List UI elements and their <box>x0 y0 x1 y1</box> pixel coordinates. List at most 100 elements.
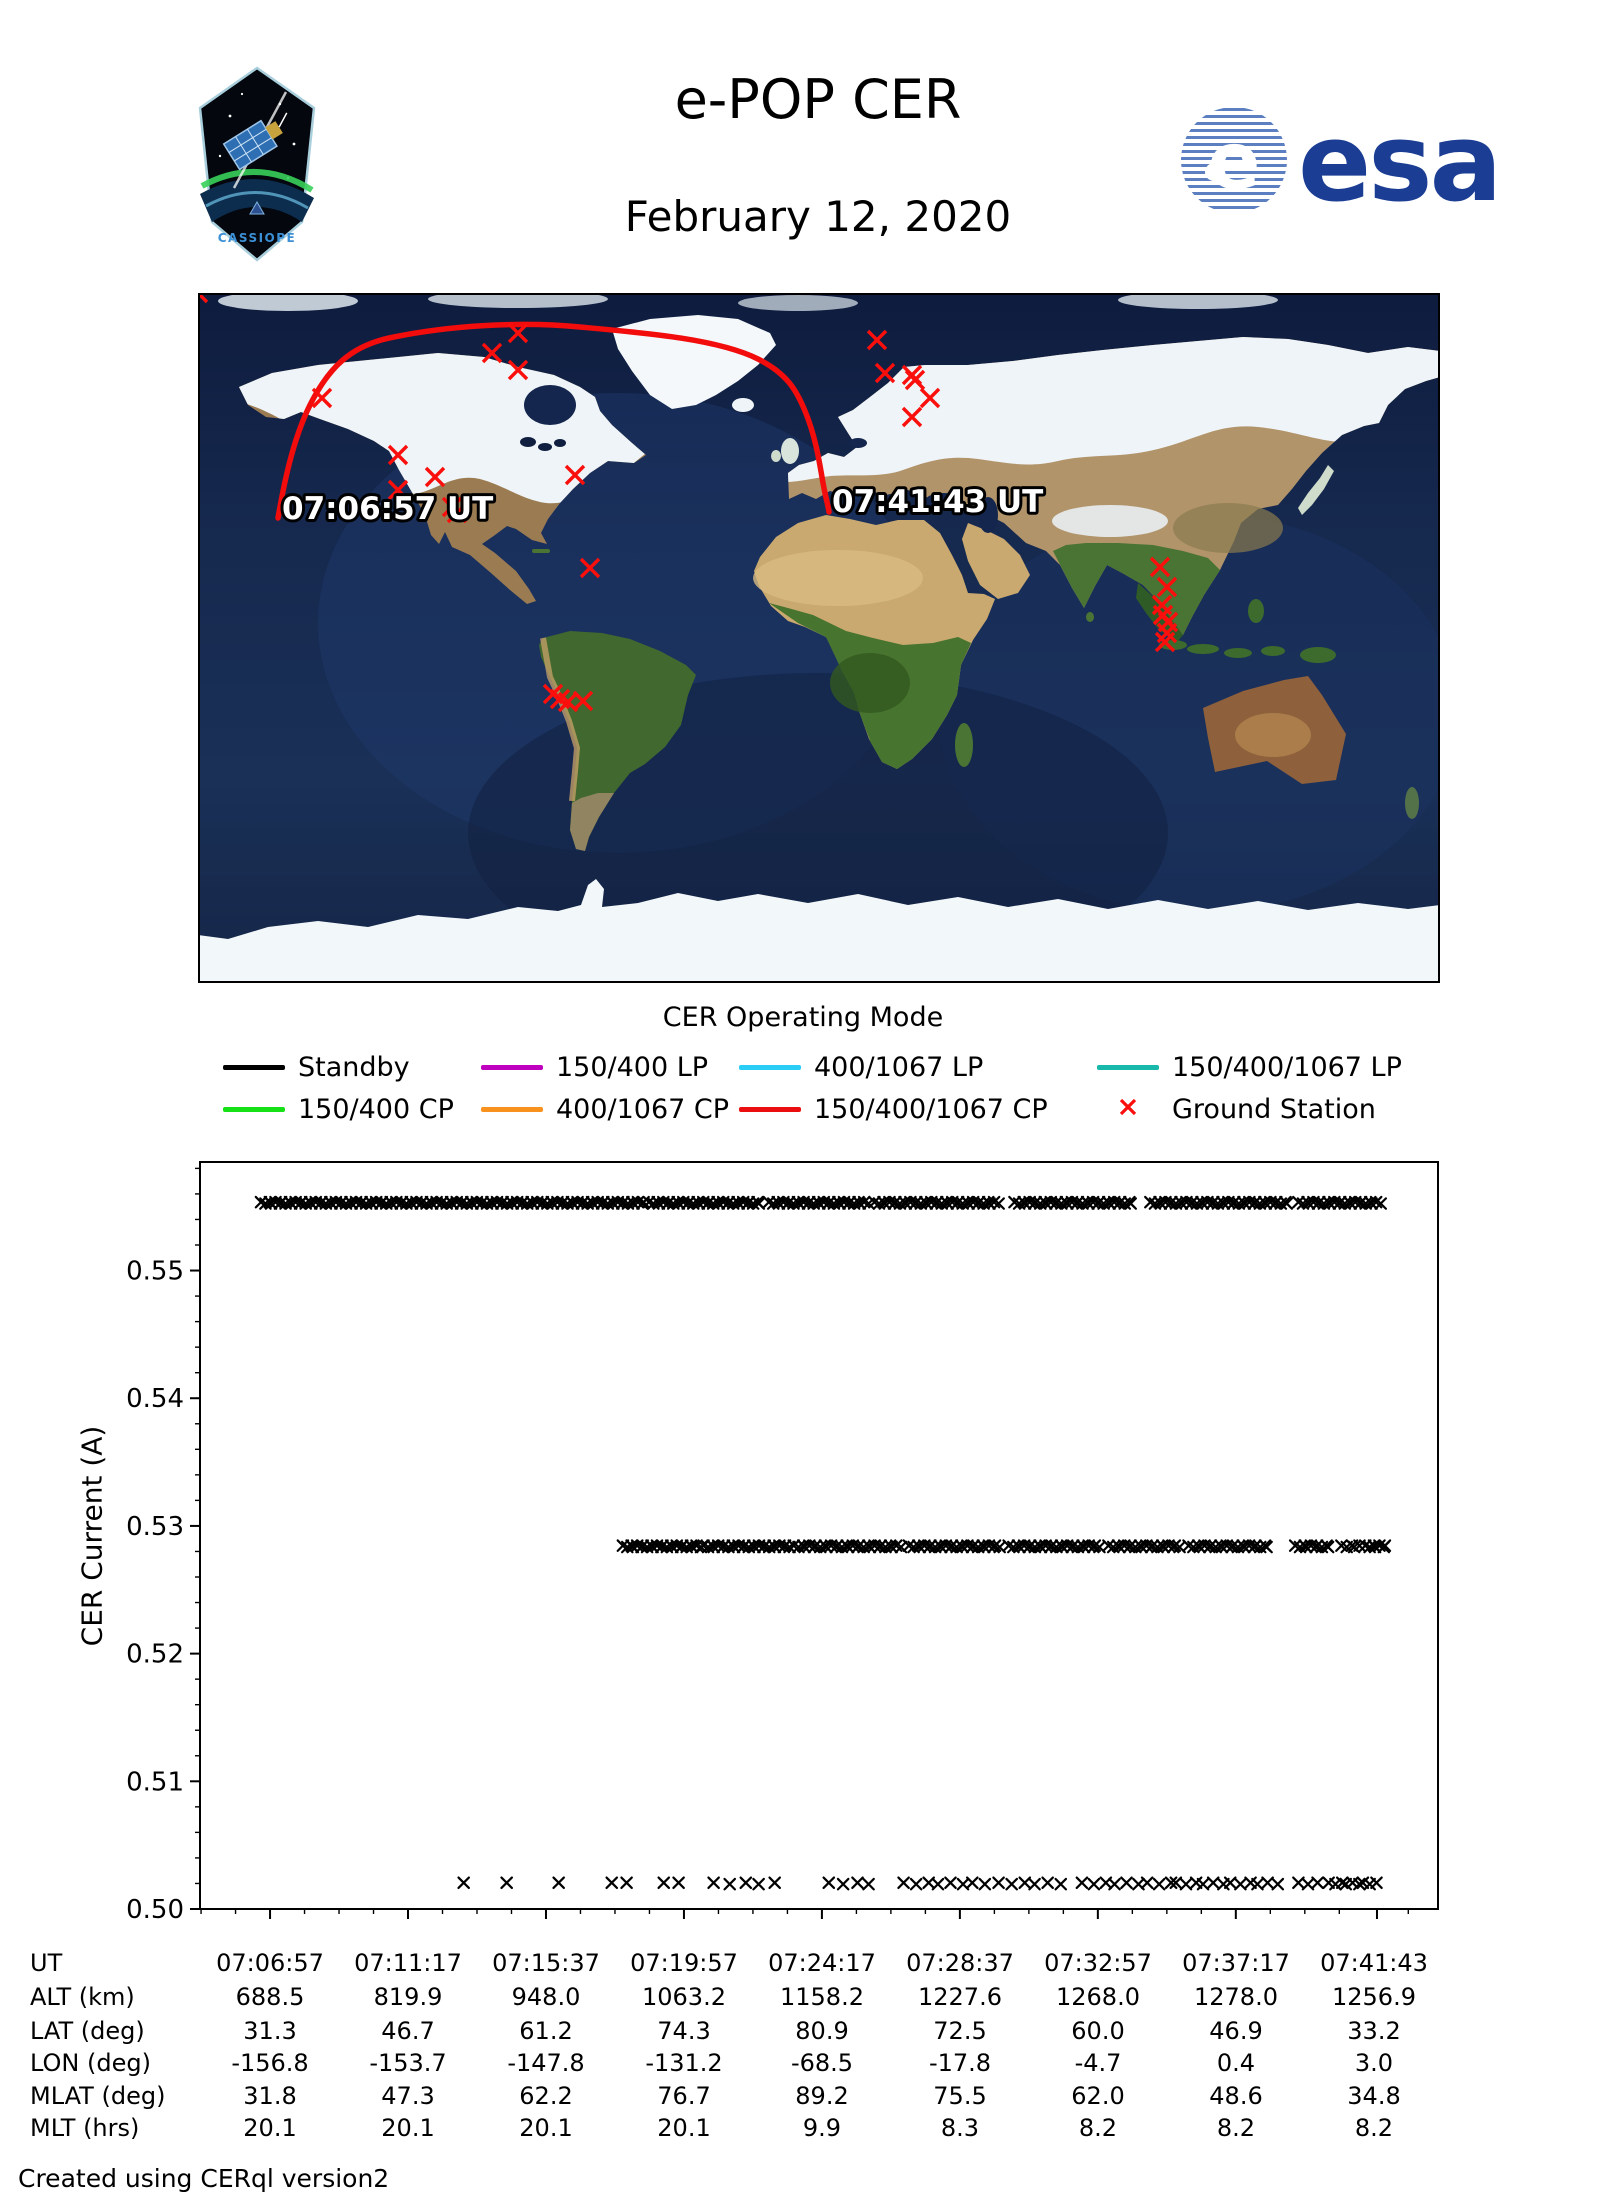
legend-line-swatch <box>481 1106 543 1112</box>
table-row-label: MLT (hrs) <box>30 2114 140 2142</box>
table-cell: 61.2 <box>519 2017 573 2045</box>
y-tick-label: 0.53 <box>126 1512 184 1542</box>
table-cell: 07:24:17 <box>768 1949 876 1977</box>
table-cell: 07:19:57 <box>630 1949 738 1977</box>
table-cell: 89.2 <box>795 2082 849 2110</box>
table-cell: 8.2 <box>1078 2114 1118 2142</box>
table-cell: 76.7 <box>657 2082 711 2110</box>
legend-line-swatch <box>481 1064 543 1070</box>
legend-item: 150/400 CP <box>223 1093 454 1125</box>
table-cell: -17.8 <box>928 2049 992 2077</box>
table-cell: 07:15:37 <box>492 1949 600 1977</box>
cassiope-mission-patch: CASSIOPE <box>190 66 325 264</box>
world-map-graphic: 07:06:57 UT 07:41:43 UT <box>187 282 1458 993</box>
footer-credit: Created using CERql version2 <box>18 2164 390 2193</box>
table-cell: 31.3 <box>243 2017 297 2045</box>
legend-item: 150/400 LP <box>481 1051 709 1083</box>
page-date: February 12, 2020 <box>624 192 1012 241</box>
legend-item: Standby <box>223 1051 410 1083</box>
table-cell: 31.8 <box>243 2082 297 2110</box>
pass-end-time-label: 07:41:43 UT <box>832 484 1043 520</box>
svg-text:e: e <box>1208 117 1261 207</box>
table-cell: 46.7 <box>381 2017 435 2045</box>
esa-logo-text: esa <box>1298 101 1498 226</box>
page-title: e-POP CER <box>674 68 962 131</box>
table-cell: -156.8 <box>231 2049 309 2077</box>
table-cell: 8.3 <box>940 2114 980 2142</box>
y-tick-label: 0.50 <box>126 1895 184 1925</box>
plot-border <box>199 1161 1439 1910</box>
table-cell: 80.9 <box>795 2017 849 2045</box>
world-map: 07:06:57 UT 07:41:43 UT <box>187 282 1458 993</box>
table-cell: 1278.0 <box>1194 1983 1278 2011</box>
table-cell: 47.3 <box>381 2082 435 2110</box>
y-tick-label: 0.51 <box>126 1767 184 1797</box>
legend-line-swatch <box>223 1106 285 1112</box>
legend-item-label: 150/400/1067 CP <box>814 1093 1048 1125</box>
map-border <box>198 293 1440 983</box>
legend-item: 400/1067 LP <box>739 1052 983 1083</box>
table-cell: 1158.2 <box>780 1983 864 2011</box>
table-cell: 07:37:17 <box>1182 1949 1290 1977</box>
legend-item: 400/1067 CP <box>481 1093 730 1125</box>
table-cell: 46.9 <box>1209 2017 1263 2045</box>
legend-line-swatch <box>739 1106 801 1112</box>
table-cell: 8.2 <box>1216 2114 1256 2142</box>
table-cell: 819.9 <box>373 1983 443 2011</box>
esa-logo-graphic: e esa <box>1181 101 1502 226</box>
table-cell: 07:32:57 <box>1044 1949 1152 1977</box>
legend-item-label: 400/1067 CP <box>556 1093 730 1125</box>
table-cell: 20.1 <box>381 2114 435 2142</box>
cer-current-plot: 0.50 0.51 0.52 0.53 0.54 0.55 <box>126 1161 1439 1925</box>
legend-item: 150/400/1067 CP <box>739 1093 1048 1125</box>
legend-item-label: 150/400 CP <box>298 1093 454 1125</box>
y-axis-label: CER Current (A) <box>75 1425 109 1647</box>
table-cell: 20.1 <box>519 2114 573 2142</box>
table-cell: 33.2 <box>1347 2017 1401 2045</box>
table-cell: 20.1 <box>243 2114 297 2142</box>
satellite-ground-track <box>275 321 832 521</box>
plot-data-markers <box>254 1195 1392 1891</box>
table-cell: 62.0 <box>1071 2082 1125 2110</box>
y-tick-label: 0.52 <box>126 1640 184 1670</box>
legend-item: 150/400/1067 LP <box>1097 1051 1402 1083</box>
table-cell: 48.6 <box>1209 2082 1263 2110</box>
table-cell: 1256.9 <box>1332 1983 1416 2011</box>
table-cell: 1063.2 <box>642 1983 726 2011</box>
legend-item-label: 150/400/1067 LP <box>1172 1051 1402 1083</box>
table-row-label: MLAT (deg) <box>30 2082 166 2110</box>
legend-item-label: Ground Station <box>1172 1093 1376 1125</box>
table-cell: 8.2 <box>1354 2114 1394 2142</box>
table-cell: 3.0 <box>1354 2049 1394 2077</box>
table-cell: 74.3 <box>657 2017 711 2045</box>
legend-item-label: 150/400 LP <box>556 1051 709 1083</box>
y-tick-label: 0.54 <box>126 1384 184 1414</box>
legend-item-label: Standby <box>298 1051 410 1083</box>
table-cell: 62.2 <box>519 2082 573 2110</box>
table-cell: 688.5 <box>235 1983 305 2011</box>
table-cell: 1268.0 <box>1056 1983 1140 2011</box>
table-row-label: LAT (deg) <box>30 2017 145 2045</box>
table-cell: 75.5 <box>933 2082 987 2110</box>
table-cell: 1227.6 <box>918 1983 1002 2011</box>
table-cell: -68.5 <box>790 2049 854 2077</box>
table-row-label: LON (deg) <box>30 2049 151 2077</box>
legend-item: Ground Station <box>1097 1093 1376 1125</box>
esa-logo: e esa <box>1168 92 1502 232</box>
table-cell: 72.5 <box>933 2017 987 2045</box>
table-cell: -153.7 <box>369 2049 447 2077</box>
table-cell: 07:06:57 <box>216 1949 324 1977</box>
table-cell: 07:41:43 <box>1320 1949 1428 1977</box>
table-cell: 948.0 <box>511 1983 581 2011</box>
table-cell: 20.1 <box>657 2114 711 2142</box>
legend-line-swatch <box>1097 1064 1159 1070</box>
table-cell: 60.0 <box>1071 2017 1125 2045</box>
table-cell: 34.8 <box>1347 2082 1401 2110</box>
table-row-label: ALT (km) <box>30 1983 135 2011</box>
table-cell: -147.8 <box>507 2049 585 2077</box>
legend-line-swatch <box>223 1064 285 1070</box>
table-cell: 0.4 <box>1216 2049 1256 2077</box>
ground-station-legend-icon <box>1097 1096 1159 1122</box>
pass-start-time-label: 07:06:57 UT <box>282 491 493 527</box>
